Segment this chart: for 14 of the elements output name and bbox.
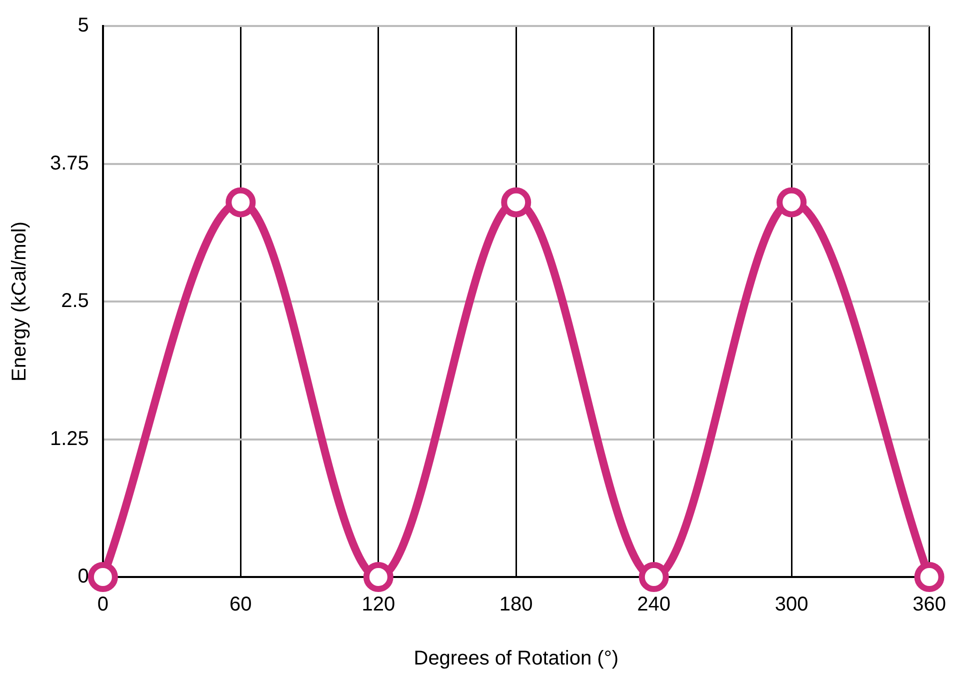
y-tick-label: 0 xyxy=(78,566,89,588)
y-tick-label: 2.5 xyxy=(61,290,89,312)
x-tick-label: 240 xyxy=(637,594,671,616)
y-tick-label: 5 xyxy=(78,14,89,37)
x-axis-title: Degrees of Rotation (°) xyxy=(414,648,619,670)
y-tick-label: 1.25 xyxy=(50,428,89,450)
x-tick-label: 60 xyxy=(230,594,252,616)
x-tick-label: 300 xyxy=(774,594,808,616)
x-tick-label: 180 xyxy=(499,594,533,616)
y-axis-title: Energy (kCal/mol) xyxy=(8,221,31,382)
y-tick-label: 3.75 xyxy=(50,152,89,174)
x-tick-label: 120 xyxy=(362,594,396,616)
x-tick-label: 360 xyxy=(912,594,946,616)
x-tick-label: 0 xyxy=(97,594,108,616)
